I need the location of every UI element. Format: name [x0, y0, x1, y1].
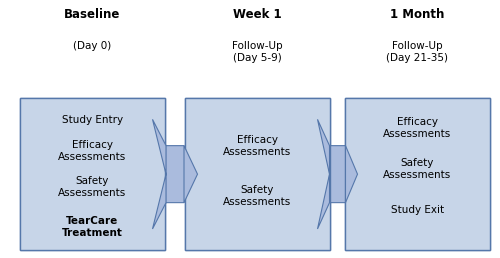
- FancyBboxPatch shape: [345, 98, 490, 250]
- FancyBboxPatch shape: [185, 98, 330, 250]
- Text: Study Exit: Study Exit: [391, 205, 444, 215]
- Polygon shape: [152, 119, 198, 229]
- Text: Week 1: Week 1: [233, 8, 282, 21]
- Text: Efficacy
Assessments: Efficacy Assessments: [58, 140, 126, 162]
- FancyBboxPatch shape: [20, 98, 165, 250]
- FancyBboxPatch shape: [185, 98, 330, 250]
- Text: Safety
Assessments: Safety Assessments: [384, 158, 452, 180]
- Text: 1 Month: 1 Month: [390, 8, 444, 21]
- Text: Baseline: Baseline: [64, 8, 120, 21]
- Text: Efficacy
Assessments: Efficacy Assessments: [224, 135, 292, 157]
- FancyBboxPatch shape: [345, 98, 490, 250]
- Text: Efficacy
Assessments: Efficacy Assessments: [384, 117, 452, 139]
- Text: (Day 0): (Day 0): [74, 41, 112, 51]
- Polygon shape: [184, 146, 198, 203]
- Text: Follow-Up
(Day 5-9): Follow-Up (Day 5-9): [232, 41, 283, 63]
- Polygon shape: [346, 146, 358, 203]
- Text: Study Entry: Study Entry: [62, 115, 123, 125]
- Text: Safety
Assessments: Safety Assessments: [58, 176, 126, 198]
- Text: Follow-Up
(Day 21-35): Follow-Up (Day 21-35): [386, 41, 448, 63]
- FancyBboxPatch shape: [20, 98, 165, 250]
- Text: TearCare
Treatment: TearCare Treatment: [62, 216, 123, 238]
- Polygon shape: [318, 119, 330, 229]
- Text: Safety
Assessments: Safety Assessments: [224, 185, 292, 207]
- Polygon shape: [152, 119, 166, 229]
- Polygon shape: [318, 119, 358, 229]
